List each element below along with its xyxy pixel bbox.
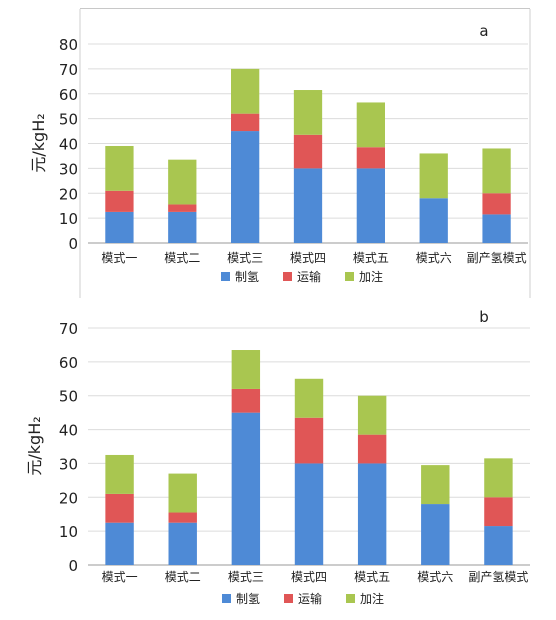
legend-swatch (346, 594, 355, 603)
x-tick-label: 模式四 (291, 570, 327, 584)
y-tick-label: 0 (68, 235, 78, 253)
bar-segment-hydrogen-production (421, 504, 450, 565)
y-tick-label: 20 (59, 185, 78, 203)
x-tick-label: 模式四 (290, 251, 326, 265)
top-divider (80, 8, 530, 9)
bar-segment-hydrogen-production (168, 211, 197, 243)
bar-segment-refueling (356, 102, 385, 148)
y-tick-label: 60 (59, 86, 78, 104)
bar-segment-transport (357, 434, 387, 464)
bar-segment-hydrogen-production (293, 168, 323, 243)
bar-segment-refueling (294, 378, 324, 418)
bar-segment-hydrogen-production (168, 522, 197, 565)
bar-segment-refueling (168, 159, 197, 205)
x-tick-label: 模式三 (228, 570, 264, 584)
y-axis-label: 元/kgH₂ (29, 113, 48, 172)
legend-label: 运输 (298, 591, 322, 606)
panel-label: a (479, 22, 488, 40)
bar-segment-hydrogen-production (419, 198, 448, 243)
bar-segment-hydrogen-production (482, 214, 511, 243)
x-tick-label: 副产氢模式 (468, 569, 528, 584)
bar-segment-transport (231, 113, 260, 132)
x-tick-label: 模式二 (164, 251, 200, 265)
bar-segment-refueling (105, 145, 134, 191)
bar-segment-refueling (293, 90, 323, 135)
bar-segment-transport (482, 193, 511, 215)
bar-segment-hydrogen-production (294, 463, 324, 565)
legend-swatch (284, 594, 293, 603)
panel-label: b (479, 308, 489, 326)
x-tick-label: 模式一 (102, 570, 138, 584)
bar-segment-transport (293, 134, 323, 169)
bar-segment-transport (168, 512, 197, 523)
bar-segment-transport (356, 147, 385, 169)
bar-segment-hydrogen-production (484, 526, 513, 565)
bar-segment-refueling (421, 465, 450, 505)
y-tick-label: 70 (59, 320, 78, 338)
bar-segment-refueling (482, 148, 511, 194)
y-tick-label: 10 (59, 523, 78, 541)
legend-swatch (221, 272, 230, 281)
x-tick-label: 模式五 (354, 570, 390, 584)
bar-segment-hydrogen-production (105, 211, 134, 243)
bar-segment-hydrogen-production (356, 168, 385, 243)
y-axis-label: 元/kgH₂ (25, 416, 44, 475)
x-tick-label: 模式三 (227, 251, 263, 265)
bar-segment-refueling (484, 458, 513, 498)
x-tick-label: 模式五 (353, 251, 389, 265)
legend-label: 加注 (360, 591, 384, 606)
y-tick-label: 10 (59, 210, 78, 228)
bar-segment-refueling (419, 153, 448, 199)
y-tick-label: 60 (59, 354, 78, 372)
y-tick-label: 50 (59, 388, 78, 406)
legend-swatch (345, 272, 354, 281)
y-tick-label: 30 (59, 160, 78, 178)
y-tick-label: 0 (68, 557, 78, 575)
x-tick-label: 模式二 (165, 570, 201, 584)
legend-label: 制氢 (235, 269, 259, 284)
y-tick-label: 70 (59, 61, 78, 79)
y-tick-label: 40 (59, 422, 78, 440)
x-tick-label: 副产氢模式 (467, 250, 527, 265)
y-tick-label: 40 (59, 136, 78, 154)
chart-panel-b: 0 10 20 30 40 50 60 70 元/kgH₂ b 模式一 模式二 模式三 模式四 模式五 模式六… (25, 308, 530, 606)
bar-segment-hydrogen-production (105, 522, 134, 565)
x-tick-label: 模式六 (416, 251, 452, 265)
bar-segment-hydrogen-production (231, 412, 261, 565)
legend-label: 运输 (297, 269, 321, 284)
legend-swatch (283, 272, 292, 281)
chart-panel-a: 0 10 20 30 40 50 60 70 80 元/kgH₂ a 模式一 模式二 模式三 模式四 模式五 模… (29, 9, 531, 298)
bar-segment-transport (105, 190, 134, 212)
bar-segment-transport (168, 204, 197, 212)
bar-segment-transport (484, 497, 513, 527)
bar-segment-refueling (105, 454, 134, 494)
x-tick-label: 模式六 (417, 570, 453, 584)
bar-segment-transport (231, 388, 261, 413)
y-tick-label: 20 (59, 489, 78, 507)
bar-segment-hydrogen-production (231, 131, 260, 243)
bar-segment-refueling (231, 350, 261, 389)
x-tick-label: 模式一 (101, 251, 137, 265)
legend-label: 加注 (359, 269, 383, 284)
legend-label: 制氢 (236, 591, 260, 606)
bar-segment-refueling (357, 395, 387, 435)
bar-segment-refueling (168, 473, 197, 513)
y-tick-label: 50 (59, 111, 78, 129)
bar-segment-hydrogen-production (357, 463, 387, 565)
bar-segment-transport (105, 493, 134, 523)
bar-segment-refueling (231, 68, 260, 114)
y-tick-label: 80 (59, 36, 78, 54)
legend-swatch (222, 594, 231, 603)
bar-segment-transport (294, 417, 324, 464)
y-tick-label: 30 (59, 455, 78, 473)
